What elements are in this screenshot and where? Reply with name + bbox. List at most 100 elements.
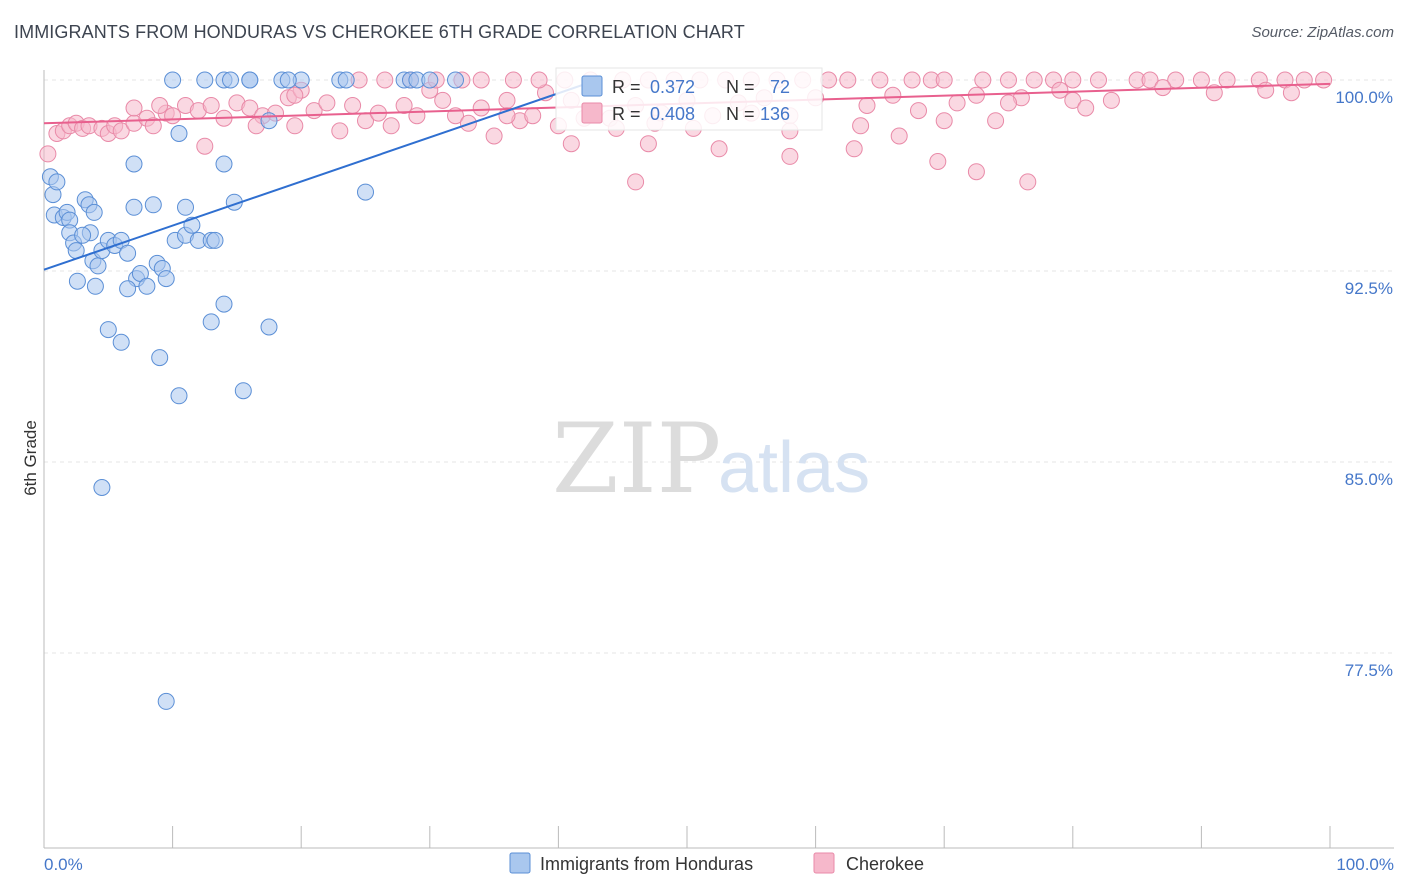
- scatter-point: [241, 71, 259, 89]
- scatter-point: [234, 382, 252, 400]
- scatter-point: [820, 71, 837, 89]
- scatter-point: [119, 280, 137, 298]
- scatter-point: [286, 117, 304, 135]
- scatter-point: [1192, 71, 1210, 89]
- scatter-point: [1141, 71, 1159, 89]
- stats-pink-swatch: [581, 102, 603, 124]
- y-tick-labels: 100.0% 92.5% 85.0% 77.5%: [1335, 88, 1393, 680]
- stats-blue-n-value: 72: [770, 77, 790, 97]
- scatter-point: [948, 94, 966, 112]
- scatter-point: [1102, 91, 1120, 109]
- scatter-point: [337, 71, 355, 89]
- stats-blue-n-label: N =: [726, 77, 755, 97]
- scatter-point: [884, 86, 902, 104]
- scatter-point: [331, 122, 349, 140]
- scatter-point: [903, 71, 921, 89]
- scatter-point: [170, 125, 188, 142]
- legend-cherokee-label: Cherokee: [846, 854, 924, 874]
- scatter-point: [125, 198, 143, 216]
- scatter-point: [395, 97, 413, 114]
- x-tick-label-max: 100.0%: [1336, 855, 1394, 874]
- scatter-point: [85, 203, 103, 221]
- scatter-point: [890, 127, 908, 145]
- stats-blue-r-value: 0.372: [650, 77, 695, 97]
- scatter-point: [858, 97, 876, 114]
- chart-title: IMMIGRANTS FROM HONDURAS VS CHEROKEE 6TH…: [14, 22, 745, 42]
- scatter-point: [196, 137, 214, 155]
- y-tick-label: 77.5%: [1345, 661, 1393, 680]
- watermark-atlas: atlas: [718, 428, 870, 508]
- scatter-point: [504, 71, 522, 89]
- scatter-point: [151, 97, 169, 114]
- scatter-point: [524, 107, 542, 125]
- scatter-point: [447, 71, 464, 89]
- watermark-zip: ZIP: [552, 403, 721, 515]
- scatter-point: [498, 91, 516, 109]
- scatter-point: [93, 479, 111, 496]
- scatter-point: [68, 272, 86, 290]
- scatter-point: [125, 99, 143, 117]
- scatter-point: [164, 71, 182, 89]
- scatter-point: [839, 71, 857, 89]
- scatter-point: [562, 135, 580, 153]
- y-tick-label: 100.0%: [1335, 88, 1393, 107]
- scatter-point: [177, 198, 194, 216]
- scatter-point: [74, 226, 92, 244]
- scatter-point: [144, 196, 162, 214]
- scatter-point: [935, 71, 953, 89]
- scatter-point: [170, 387, 188, 405]
- scatter-point: [357, 183, 374, 201]
- y-tick-label: 92.5%: [1345, 279, 1393, 298]
- scatter-point: [215, 295, 233, 313]
- x-tick-label-min: 0.0%: [44, 855, 83, 874]
- scatter-point: [1315, 71, 1333, 89]
- scatter-point: [157, 270, 175, 288]
- trendline-honduras: [43, 79, 598, 271]
- scatter-point: [157, 692, 175, 710]
- scatter-point: [1025, 71, 1043, 89]
- scatter-point: [89, 257, 107, 275]
- chart-source: Source: ZipAtlas.com: [1251, 24, 1394, 41]
- scatter-point: [781, 147, 799, 165]
- scatter-point: [408, 107, 426, 125]
- scatter-point: [1051, 81, 1069, 99]
- scatter-point: [260, 112, 278, 130]
- scatter-point: [279, 71, 297, 89]
- scatter-point: [196, 71, 214, 89]
- scatter-point: [151, 349, 169, 367]
- scatter-point: [119, 244, 137, 262]
- legend-honduras-label: Immigrants from Honduras: [540, 854, 753, 874]
- scatter-point: [382, 117, 400, 135]
- scatter-point: [935, 112, 953, 130]
- legend-honduras-swatch: [509, 852, 531, 874]
- scatter-point: [967, 163, 985, 181]
- scatter-point: [99, 321, 117, 339]
- scatter-point: [1077, 99, 1095, 117]
- scatter-point: [627, 173, 645, 191]
- scatter-point: [344, 97, 362, 114]
- stats-legend: R = 0.372 N = 72 R = 0.408 N = 136: [555, 67, 823, 131]
- legend-cherokee-swatch: [813, 852, 835, 874]
- scatter-point: [112, 333, 130, 351]
- axes: [43, 70, 1394, 849]
- scatter-point: [202, 97, 220, 114]
- scatter-point: [929, 153, 947, 170]
- scatter-point: [39, 145, 57, 163]
- scatter-point: [1064, 71, 1082, 89]
- scatter-point: [260, 318, 278, 336]
- scatter-point: [164, 107, 182, 125]
- scatter-point: [530, 71, 548, 89]
- bottom-legend: Immigrants from Honduras Cherokee: [509, 852, 924, 874]
- scatter-point: [1218, 71, 1236, 89]
- scatter-point: [639, 135, 657, 153]
- scatter-point: [144, 117, 162, 135]
- y-tick-label: 85.0%: [1345, 470, 1393, 489]
- scatter-point: [434, 91, 452, 109]
- scatter-point: [421, 71, 439, 89]
- stats-blue-swatch: [581, 75, 603, 97]
- scatter-point: [472, 99, 490, 117]
- scatter-point: [86, 277, 104, 295]
- scatter-point: [206, 231, 224, 249]
- scatter-point: [987, 112, 1005, 130]
- scatter-point: [48, 173, 66, 191]
